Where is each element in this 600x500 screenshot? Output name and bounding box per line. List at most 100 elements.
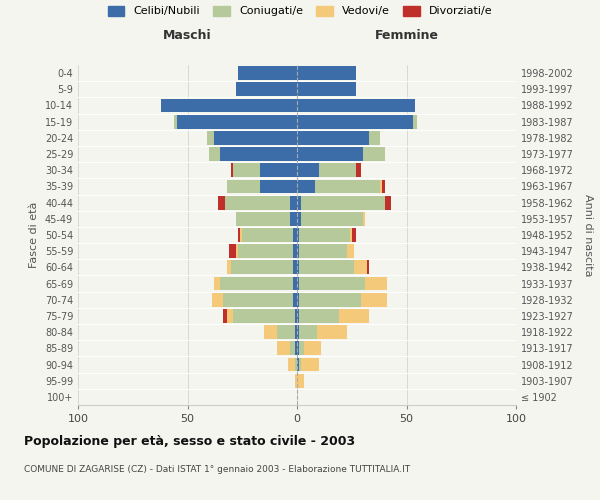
Bar — [207, 131, 214, 144]
Bar — [367, 260, 369, 274]
Bar — [218, 196, 225, 209]
Bar — [209, 147, 220, 161]
Y-axis label: Anni di nascita: Anni di nascita — [583, 194, 593, 276]
Bar — [413, 115, 418, 128]
Bar — [233, 164, 260, 177]
Bar — [277, 326, 295, 339]
Bar — [380, 180, 382, 194]
Bar — [363, 147, 385, 161]
Bar — [295, 358, 297, 372]
Bar — [297, 147, 363, 161]
Bar — [238, 228, 240, 242]
Text: Popolazione per età, sesso e stato civile - 2003: Popolazione per età, sesso e stato civil… — [24, 435, 355, 448]
Bar — [232, 260, 293, 274]
Bar — [297, 326, 299, 339]
Bar — [297, 358, 299, 372]
Bar — [236, 244, 238, 258]
Bar — [301, 358, 319, 372]
Bar — [220, 276, 293, 290]
Bar — [223, 309, 227, 323]
Bar — [242, 228, 293, 242]
Bar — [212, 293, 223, 306]
Bar — [295, 326, 297, 339]
Bar — [277, 342, 290, 355]
Bar — [238, 244, 293, 258]
Bar — [299, 228, 350, 242]
Bar — [297, 98, 415, 112]
Bar — [297, 260, 299, 274]
Bar — [299, 309, 338, 323]
Bar — [301, 212, 363, 226]
Bar — [356, 164, 361, 177]
Text: Femmine: Femmine — [374, 30, 439, 43]
Bar — [297, 309, 299, 323]
Bar — [297, 115, 413, 128]
Bar — [232, 164, 233, 177]
Text: Maschi: Maschi — [163, 30, 212, 43]
Legend: Celibi/Nubili, Coniugati/e, Vedovi/e, Divorziati/e: Celibi/Nubili, Coniugati/e, Vedovi/e, Di… — [108, 6, 492, 16]
Bar — [227, 260, 232, 274]
Bar — [314, 180, 380, 194]
Bar — [297, 342, 299, 355]
Bar — [361, 293, 387, 306]
Bar — [227, 309, 233, 323]
Bar — [290, 196, 297, 209]
Bar — [295, 374, 297, 388]
Bar — [293, 244, 297, 258]
Bar — [240, 228, 242, 242]
Bar — [225, 196, 290, 209]
Bar — [338, 309, 369, 323]
Bar — [293, 293, 297, 306]
Bar — [347, 244, 354, 258]
Bar — [369, 131, 380, 144]
Bar — [299, 276, 365, 290]
Bar — [365, 276, 387, 290]
Bar — [299, 326, 317, 339]
Bar — [236, 212, 290, 226]
Bar — [297, 180, 314, 194]
Bar — [293, 228, 297, 242]
Bar — [297, 196, 301, 209]
Bar — [299, 358, 301, 372]
Bar — [297, 66, 356, 80]
Bar — [295, 309, 297, 323]
Bar — [260, 164, 297, 177]
Bar — [299, 342, 304, 355]
Bar — [236, 82, 297, 96]
Bar — [288, 358, 295, 372]
Bar — [304, 342, 321, 355]
Text: COMUNE DI ZAGARISE (CZ) - Dati ISTAT 1° gennaio 2003 - Elaborazione TUTTITALIA.I: COMUNE DI ZAGARISE (CZ) - Dati ISTAT 1° … — [24, 465, 410, 474]
Bar — [229, 244, 236, 258]
Bar — [297, 374, 304, 388]
Bar — [293, 276, 297, 290]
Bar — [293, 260, 297, 274]
Bar — [297, 276, 299, 290]
Bar — [290, 212, 297, 226]
Bar — [233, 309, 295, 323]
Bar — [350, 228, 352, 242]
Bar — [161, 98, 297, 112]
Bar — [385, 196, 391, 209]
Bar — [297, 244, 299, 258]
Bar — [297, 293, 299, 306]
Bar — [176, 115, 297, 128]
Bar — [297, 131, 369, 144]
Bar — [214, 131, 297, 144]
Bar — [352, 228, 356, 242]
Bar — [297, 82, 356, 96]
Bar — [299, 244, 347, 258]
Bar — [238, 66, 297, 80]
Y-axis label: Fasce di età: Fasce di età — [29, 202, 39, 268]
Bar — [382, 180, 385, 194]
Bar — [297, 228, 299, 242]
Bar — [295, 342, 297, 355]
Bar — [354, 260, 367, 274]
Bar — [297, 212, 301, 226]
Bar — [299, 260, 354, 274]
Bar — [214, 276, 220, 290]
Bar — [319, 164, 356, 177]
Bar — [264, 326, 277, 339]
Bar — [220, 147, 297, 161]
Bar — [227, 180, 260, 194]
Bar — [299, 293, 361, 306]
